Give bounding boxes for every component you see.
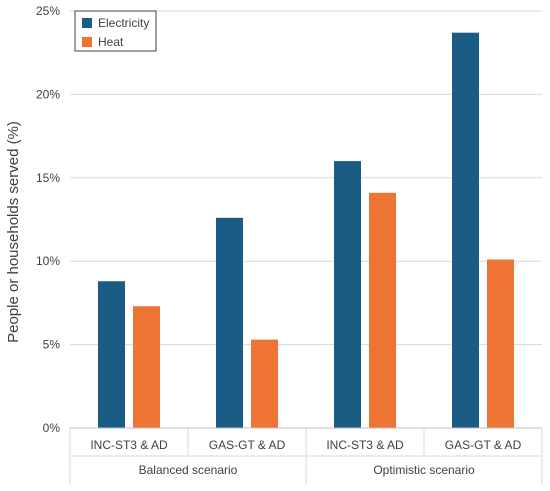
x-tick-label: INC-ST3 & AD bbox=[326, 438, 404, 452]
y-tick-label: 20% bbox=[36, 87, 60, 101]
bar-heat bbox=[369, 192, 396, 428]
y-tick-label: 5% bbox=[43, 338, 61, 352]
axes: 0% 5% 10% 15% 20% 25% INC-ST3 & AD GAS-GT & AD I… bbox=[36, 4, 543, 484]
y-axis-label: People or households served (%) bbox=[5, 121, 22, 343]
y-tick-label: 25% bbox=[36, 4, 60, 18]
bar-heat bbox=[133, 306, 160, 428]
legend-swatch bbox=[82, 37, 92, 47]
y-tick-label: 10% bbox=[36, 254, 60, 268]
bar-heat bbox=[251, 339, 278, 428]
legend-label: Electricity bbox=[98, 16, 149, 30]
x-group-label: Optimistic scenario bbox=[373, 463, 475, 477]
x-group-label: Balanced scenario bbox=[139, 463, 238, 477]
bar-heat bbox=[487, 259, 514, 428]
bar-electricity bbox=[334, 161, 361, 428]
y-tick-label: 0% bbox=[43, 421, 61, 435]
legend-label: Heat bbox=[98, 35, 124, 49]
y-tick-label: 15% bbox=[36, 171, 60, 185]
x-tick-label: GAS-GT & AD bbox=[445, 438, 522, 452]
legend: Electricity Heat bbox=[74, 10, 157, 52]
x-tick-label: GAS-GT & AD bbox=[209, 438, 286, 452]
bar-electricity bbox=[98, 281, 125, 428]
bars bbox=[98, 32, 514, 429]
bar-electricity bbox=[452, 32, 479, 429]
x-tick-label: INC-ST3 & AD bbox=[90, 438, 168, 452]
bar-electricity bbox=[216, 217, 243, 428]
legend-swatch bbox=[82, 18, 92, 28]
